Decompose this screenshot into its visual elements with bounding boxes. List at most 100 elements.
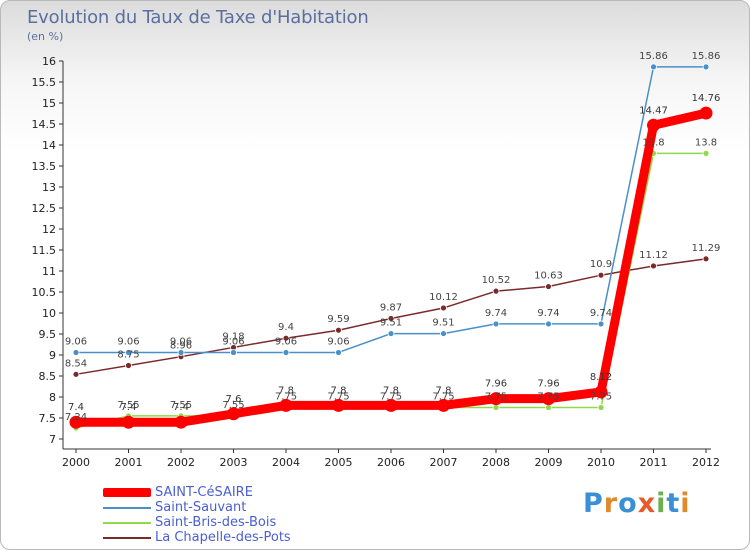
y-tick-label: 15.5	[32, 76, 57, 89]
legend-swatch	[103, 522, 151, 524]
legend-swatch	[103, 488, 151, 497]
data-point	[437, 398, 450, 412]
brand-letter: o	[618, 488, 638, 519]
data-point	[227, 407, 240, 421]
data-point	[650, 63, 657, 71]
x-tick-label: 2009	[535, 456, 563, 469]
data-label: 7.55	[170, 400, 192, 411]
legend-swatch	[103, 507, 151, 509]
y-tick-label: 9.5	[39, 328, 57, 341]
data-point	[650, 262, 657, 270]
data-label: 10.63	[534, 271, 563, 282]
y-tick-label: 8.5	[39, 370, 57, 383]
data-point	[492, 287, 500, 295]
y-tick-label: 7	[49, 433, 56, 446]
data-label: 7.75	[380, 392, 402, 403]
data-point	[542, 392, 555, 406]
data-label: 7.8	[383, 385, 399, 396]
y-tick-label: 12.5	[32, 202, 57, 215]
x-tick-label: 2006	[377, 456, 405, 469]
legend-label: SAINT-CéSAIRE	[155, 485, 253, 500]
data-point	[282, 334, 290, 342]
data-label: 10.52	[482, 275, 511, 286]
brand-letter: i	[680, 488, 691, 519]
data-point	[545, 320, 552, 328]
data-point	[282, 349, 290, 356]
data-point	[122, 415, 135, 429]
data-point	[230, 349, 237, 356]
x-tick-label: 2003	[220, 456, 248, 469]
data-point	[279, 398, 293, 412]
data-label: 7.8	[278, 385, 294, 396]
chart-title: Evolution du Taux de Taxe d'Habitation	[27, 7, 369, 28]
data-label: 15.86	[692, 51, 721, 62]
x-tick-label: 2004	[272, 456, 300, 469]
x-tick-label: 2008	[482, 456, 510, 469]
data-label: 7.4	[68, 402, 84, 413]
x-tick-label: 2012	[692, 456, 720, 469]
data-label: 7.75	[275, 392, 297, 403]
data-point	[332, 398, 345, 412]
data-point	[440, 330, 447, 337]
data-label: 8.75	[117, 350, 139, 361]
data-point	[647, 118, 660, 132]
data-label: 9.06	[275, 336, 297, 347]
data-point	[335, 349, 342, 356]
data-label: 9.06	[65, 336, 87, 347]
data-label: 7.75	[590, 392, 612, 403]
y-tick-label: 11.5	[32, 244, 57, 257]
data-label: 9.06	[170, 336, 192, 347]
data-label: 7.55	[222, 400, 244, 411]
data-label: 7.96	[537, 379, 559, 390]
data-label: 7.8	[436, 385, 452, 396]
y-tick-label: 8	[49, 391, 56, 404]
data-point	[335, 326, 342, 334]
data-point	[702, 255, 710, 263]
data-point	[597, 271, 605, 279]
data-label: 7.75	[485, 392, 507, 403]
data-label: 9.87	[380, 302, 402, 313]
data-point	[489, 392, 503, 406]
data-point	[594, 385, 608, 399]
data-label: 7.24	[65, 412, 87, 423]
data-point	[597, 404, 605, 411]
brand-letter: P	[583, 488, 604, 519]
data-point	[387, 315, 395, 322]
y-tick-label: 10	[42, 307, 56, 320]
data-label: 9.59	[327, 314, 349, 325]
x-tick-label: 2005	[325, 456, 353, 469]
data-label: 8.96	[170, 341, 192, 352]
x-tick-label: 2010	[587, 456, 615, 469]
data-label: 9.06	[117, 336, 139, 347]
x-tick-label: 2001	[115, 456, 143, 469]
data-label: 7.96	[485, 379, 507, 390]
data-label: 9.74	[590, 308, 612, 319]
data-point	[69, 415, 83, 429]
data-label: 14.76	[692, 93, 721, 104]
brand-letter: r	[603, 488, 619, 519]
data-label: 7.6	[226, 394, 242, 405]
data-label: 11.12	[639, 250, 668, 261]
data-label: 9.06	[222, 336, 244, 347]
y-tick-label: 13	[42, 181, 56, 194]
y-tick-label: 15	[42, 97, 56, 110]
data-point	[387, 330, 395, 337]
data-point	[72, 349, 80, 356]
y-tick-label: 10.5	[32, 286, 57, 299]
legend-swatch	[103, 537, 151, 539]
x-tick-label: 2002	[167, 456, 195, 469]
data-point	[545, 404, 552, 411]
y-tick-label: 16	[42, 55, 56, 68]
data-point	[492, 404, 500, 411]
legend-label: La Chapelle-des-Pots	[155, 530, 291, 545]
data-point	[545, 283, 552, 290]
data-label: 14.47	[639, 105, 668, 116]
data-label: 9.51	[380, 318, 402, 329]
data-label: 15.86	[639, 51, 668, 62]
legend-label: Saint-Bris-des-Bois	[155, 515, 277, 530]
data-label: 13.8	[642, 137, 664, 148]
x-tick-label: 2007	[430, 456, 458, 469]
data-point	[492, 320, 500, 328]
data-point	[702, 63, 710, 71]
